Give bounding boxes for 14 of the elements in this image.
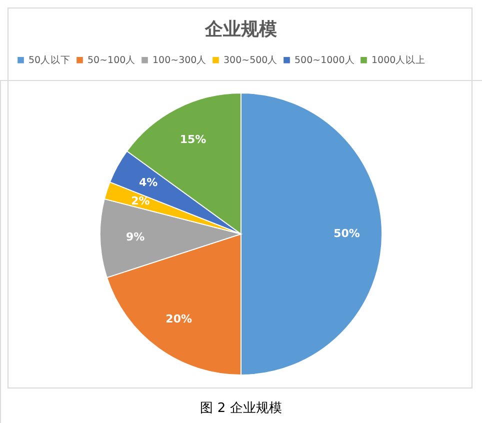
chart-title: 企业规模	[204, 19, 277, 40]
data-label: 2%	[131, 194, 150, 208]
data-label: 15%	[180, 132, 206, 146]
caption: 图 2 企业规模	[200, 401, 282, 416]
legend-label: 100~300人	[152, 55, 207, 66]
legend-label: 50人以下	[28, 54, 71, 66]
data-label: 50%	[334, 227, 360, 240]
data-label: 4%	[138, 176, 158, 190]
data-label: 9%	[126, 230, 145, 244]
legend-label: 50~100人	[88, 55, 136, 66]
legend-label: 300~500人	[224, 55, 278, 66]
data-label: 20%	[166, 312, 192, 326]
legend-label: 500~1000人	[294, 55, 355, 66]
legend-label: 1000人以上	[372, 54, 426, 66]
